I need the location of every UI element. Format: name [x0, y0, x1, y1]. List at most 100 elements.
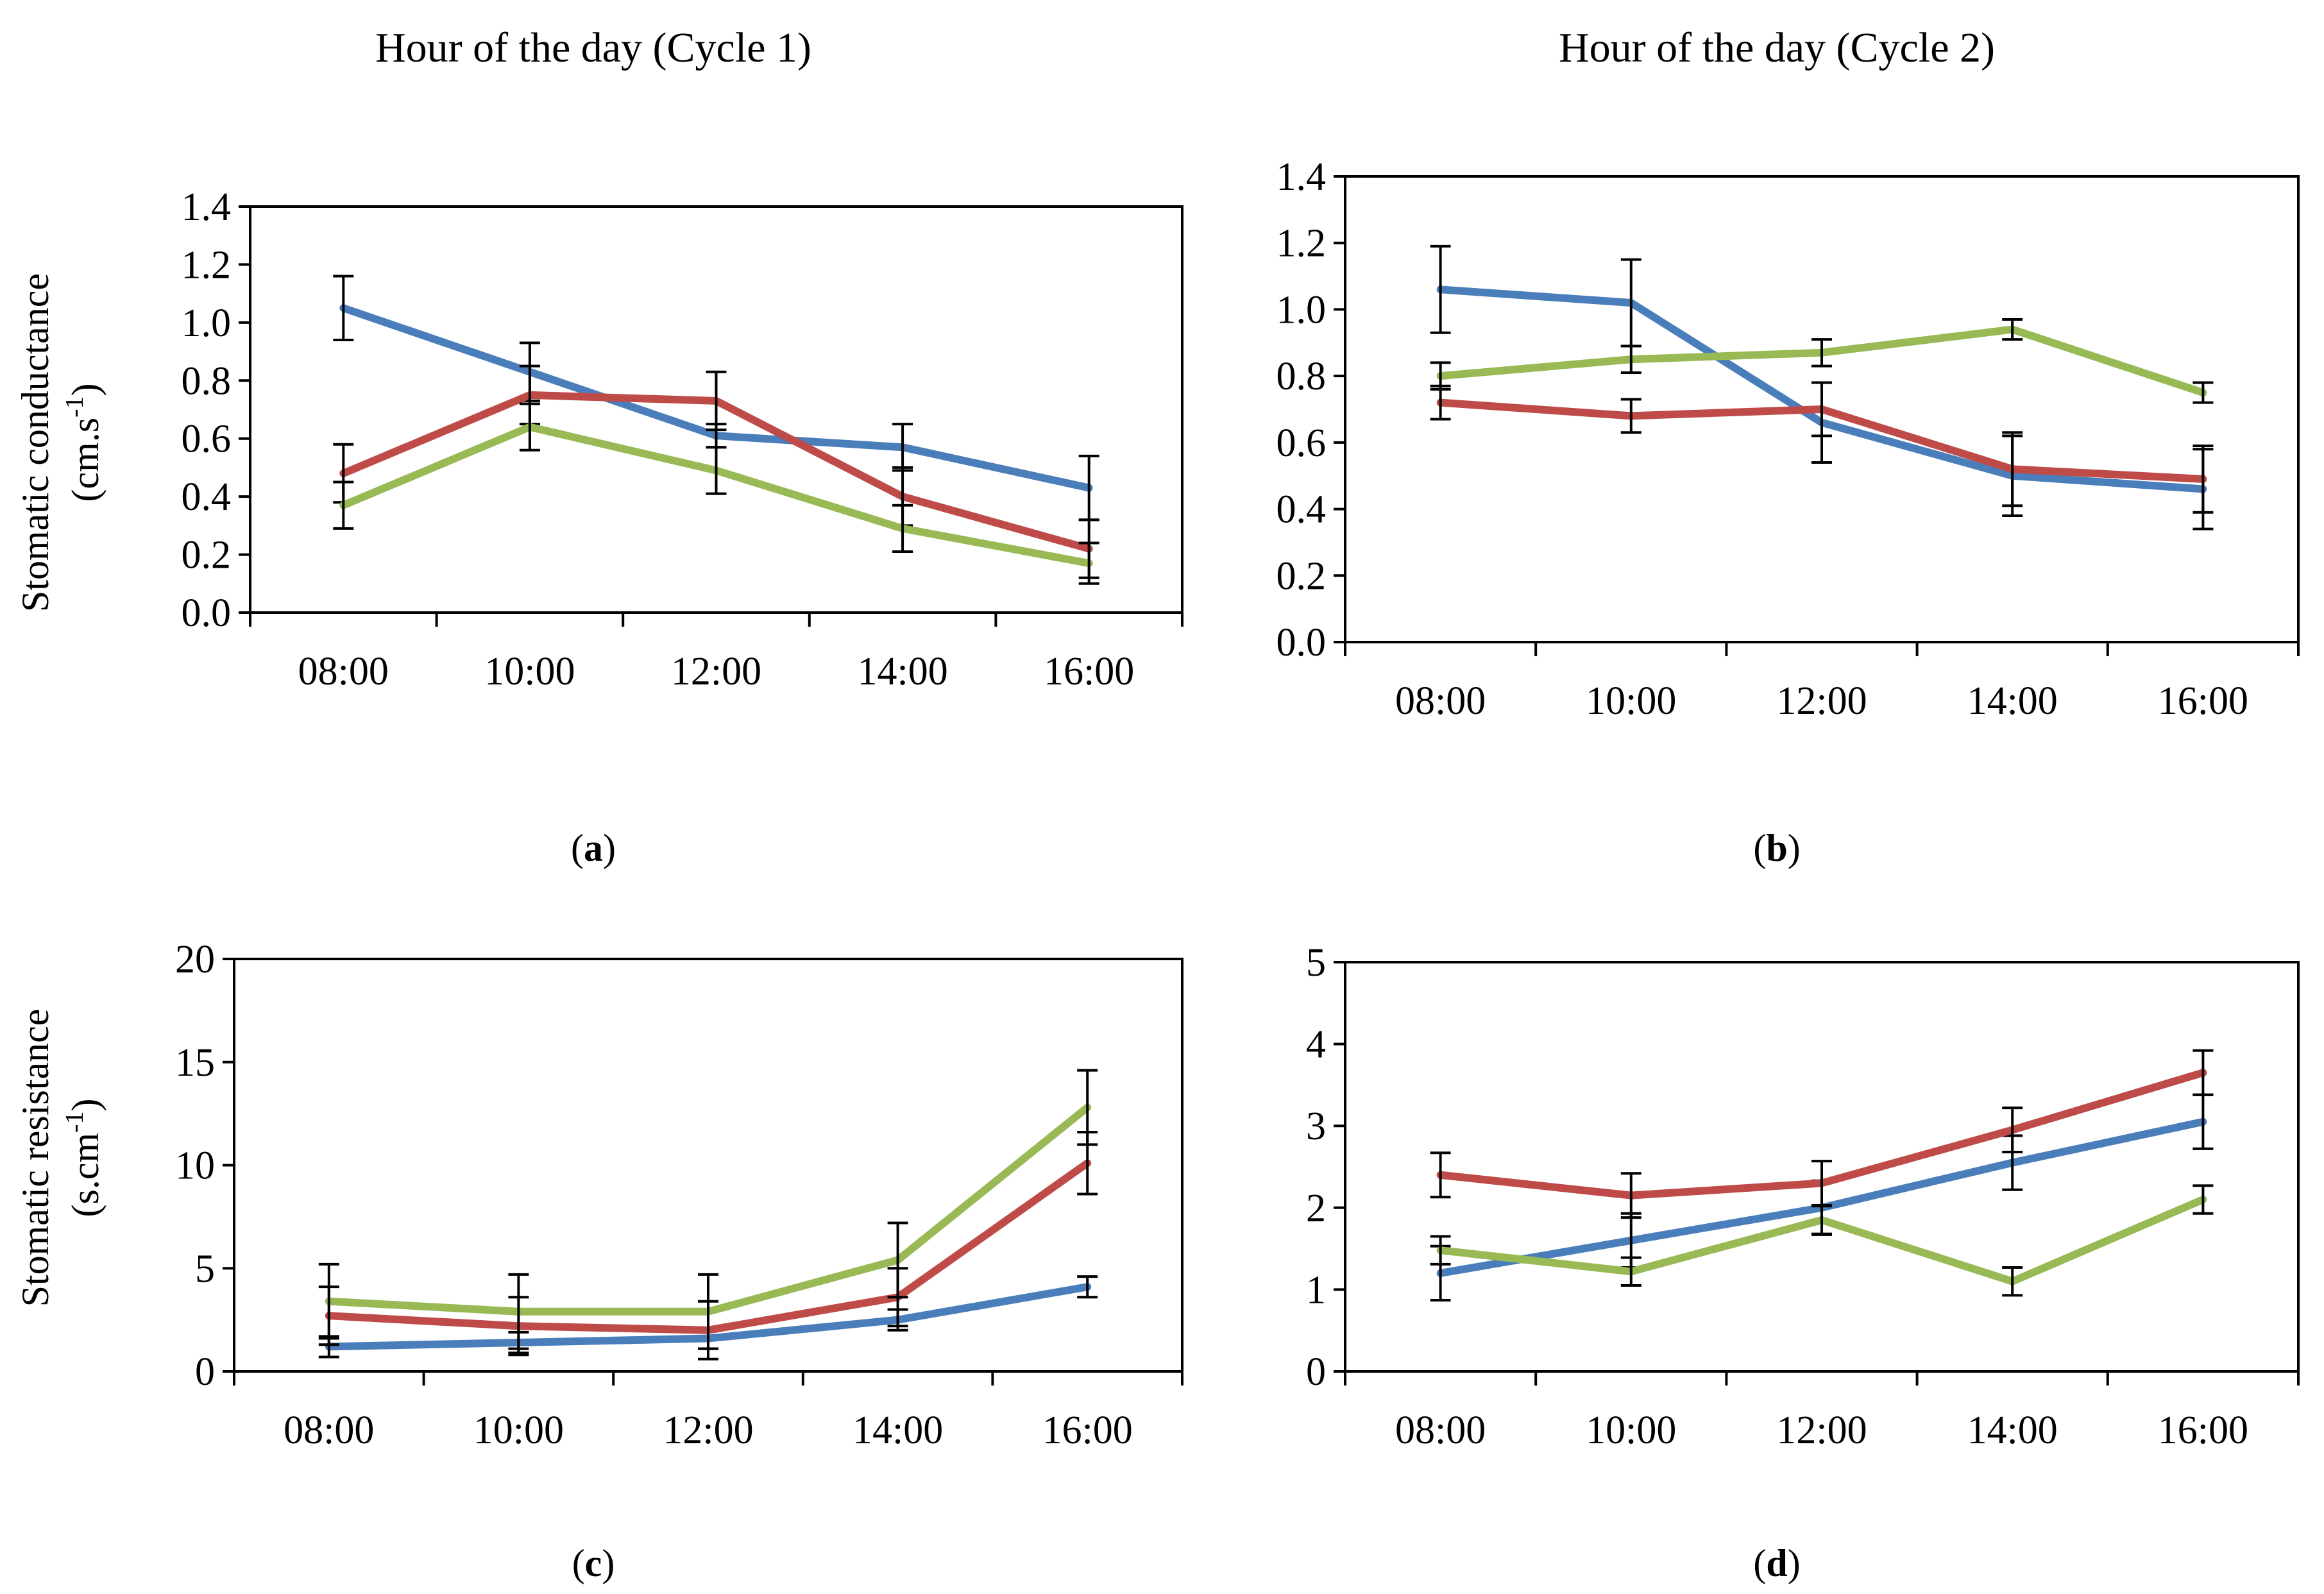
error-bar	[333, 275, 354, 341]
error-bar	[887, 1221, 908, 1299]
error-bar	[1620, 1172, 1641, 1219]
y-tick-label: 0.6	[1277, 421, 1327, 465]
y-tick-label: 15	[175, 1041, 215, 1085]
plot-frame	[1344, 175, 2300, 643]
y-tick-label: 5	[1306, 941, 1326, 985]
y-axis-label: Stomatic conductance (cm.s-1)	[14, 273, 106, 612]
x-tick-label: 10:00	[473, 1409, 564, 1452]
x-tick-label: 10:00	[1586, 1409, 1676, 1452]
error-bar	[318, 1262, 339, 1340]
x-tick-label: 10:00	[484, 650, 575, 693]
x-tick-label: 12:00	[663, 1409, 753, 1452]
error-bar	[698, 1273, 718, 1350]
error-bar	[1430, 244, 1451, 334]
x-tick-label: 14:00	[852, 1409, 943, 1452]
error-bar	[1430, 361, 1451, 391]
plot-frame	[1344, 961, 2300, 1373]
series-3	[1430, 318, 2214, 404]
error-bar	[2002, 1106, 2023, 1154]
panel-label: (d)	[1753, 1542, 1800, 1584]
error-bar	[2193, 1049, 2214, 1096]
panel-label: (c)	[572, 1542, 615, 1584]
x-tick-label: 16:00	[2158, 1409, 2248, 1452]
series-3	[333, 402, 1099, 585]
error-bar	[2002, 1266, 2023, 1297]
x-tick-label: 08:00	[284, 1409, 374, 1452]
y-tick-label: 0	[195, 1350, 215, 1394]
y-tick-label: 1.4	[182, 185, 232, 229]
y-tick-label: 4	[1306, 1023, 1326, 1067]
error-bar	[706, 370, 727, 432]
y-tick-label: 1	[1306, 1268, 1326, 1312]
error-bar	[1811, 338, 1832, 368]
y-tick-label: 0.8	[182, 359, 232, 403]
y-tick-label: 1.2	[1277, 222, 1327, 266]
error-bar	[706, 446, 727, 495]
series-3	[318, 1069, 1098, 1350]
x-tick-label: 16:00	[2158, 679, 2248, 723]
x-tick-label: 08:00	[1395, 679, 1486, 723]
x-tick-label: 08:00	[1395, 1409, 1486, 1452]
error-bar	[892, 504, 913, 554]
y-tick-label: 0	[1306, 1350, 1326, 1394]
chart-panel-c: 0 5 10 15 20 08:00 10:00 12:00 14:00 16:00 Stomati…	[14, 938, 1183, 1584]
y-tick-label: 1.4	[1277, 155, 1327, 199]
y-tick-label: 0.6	[182, 418, 232, 461]
error-bar	[1811, 381, 1832, 437]
error-bar	[1620, 398, 1641, 434]
y-tick-label: 3	[1306, 1105, 1326, 1148]
y-tick-label: 1.0	[182, 301, 232, 345]
error-bar	[1077, 1275, 1098, 1299]
x-tick-label: 12:00	[671, 650, 761, 693]
x-tick-label: 08:00	[298, 650, 389, 693]
y-tick-label: 1.2	[182, 243, 232, 287]
error-bar	[1620, 344, 1641, 374]
chart-panel-d: 0 1 2 3 4 5 08:00 10:00 12:00 14:00 16:00 (d)	[1306, 941, 2300, 1584]
x-tick-label: 12:00	[1776, 679, 1867, 723]
error-bar	[2002, 318, 2023, 341]
error-bar	[2193, 445, 2214, 514]
y-tick-label: 0.4	[1277, 488, 1327, 532]
x-tick-label: 10:00	[1586, 679, 1676, 723]
error-bar	[1077, 1069, 1098, 1146]
error-bar	[333, 480, 354, 530]
y-tick-label: 0.0	[1277, 621, 1327, 665]
column-title-cycle-1: Hour of the day (Cycle 1)	[375, 24, 811, 71]
panel-label: (b)	[1753, 827, 1800, 869]
y-tick-label: 2	[1306, 1187, 1326, 1230]
error-bar	[508, 1273, 529, 1350]
error-bar	[1620, 1256, 1641, 1287]
y-tick-label: 0.0	[182, 591, 232, 635]
series-2	[1430, 381, 2214, 514]
y-tick-label: 0.8	[1277, 355, 1327, 398]
y-tick-label: 20	[175, 938, 215, 981]
plot-frame	[249, 205, 1183, 614]
y-tick-label: 1.0	[1277, 288, 1327, 332]
y-tick-label: 0.4	[182, 475, 232, 519]
panel-label: (a)	[571, 827, 616, 869]
error-bar	[1811, 1205, 1832, 1235]
error-bar	[2193, 1184, 2214, 1215]
panels: 0.0 0.2 0.4 0.6 0.8 1.0 1.2 1.4 08:00 10:00 12:00 1…	[14, 155, 2300, 1584]
error-bar	[2193, 381, 2214, 404]
y-tick-label: 0.2	[182, 534, 232, 577]
y-tick-label: 5	[195, 1247, 215, 1291]
x-tick-label: 12:00	[1776, 1409, 1867, 1452]
series-2	[1430, 1049, 2214, 1219]
chart-panel-b: 0.0 0.2 0.4 0.6 0.8 1.0 1.2 1.4 08:00 10:00 12:00 1…	[1277, 155, 2300, 869]
column-title-cycle-2: Hour of the day (Cycle 2)	[1559, 24, 1995, 71]
error-bar	[519, 402, 540, 452]
x-tick-label: 14:00	[1967, 679, 2058, 723]
error-bar	[2002, 431, 2023, 507]
chart-panel-a: 0.0 0.2 0.4 0.6 0.8 1.0 1.2 1.4 08:00 10:00 12:00 1…	[14, 185, 1183, 869]
error-bar	[1078, 541, 1099, 585]
y-axis-label: Stomatic resistance (s.cm-1)	[14, 1009, 106, 1307]
x-tick-label: 16:00	[1042, 1409, 1133, 1452]
y-tick-label: 0.2	[1277, 554, 1327, 598]
error-bar	[1430, 1235, 1451, 1266]
series-3	[1430, 1184, 2214, 1297]
x-tick-label: 14:00	[1967, 1409, 2058, 1452]
y-tick-label: 10	[175, 1144, 215, 1188]
error-bar	[1430, 1151, 1451, 1199]
